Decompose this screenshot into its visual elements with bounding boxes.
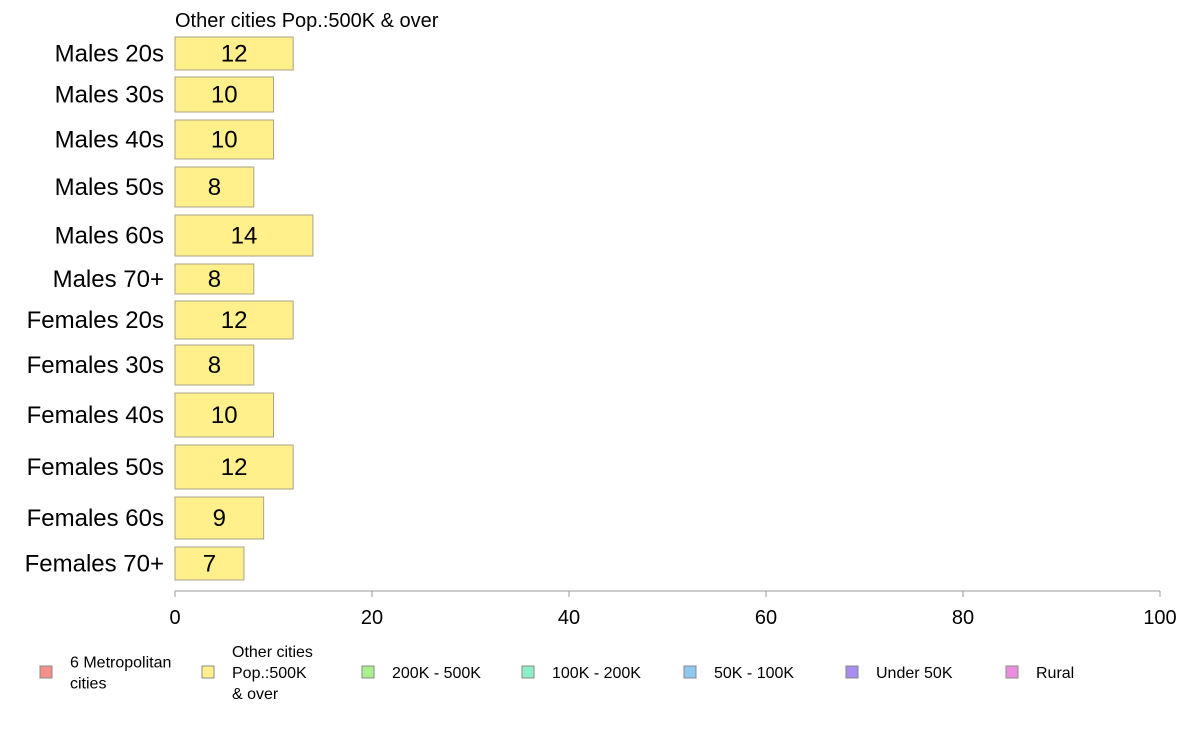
value-label: 12 (221, 454, 248, 481)
legend: 6 Metropolitan cities Other cities Pop.:50… (39, 644, 1074, 703)
category-label: Females 70+ (25, 551, 164, 578)
legend-label: 50K - 100K (714, 665, 794, 682)
x-tick-label: 60 (755, 607, 777, 629)
legend-label: Pop.:500K (232, 665, 307, 682)
bar-10 (174, 496, 265, 540)
value-label: 8 (208, 266, 221, 293)
bar-11 (174, 546, 245, 581)
value-label: 8 (208, 352, 221, 379)
category-label: Females 40s (27, 402, 164, 429)
category-label: Males 70+ (53, 266, 164, 293)
value-label: 9 (213, 505, 226, 532)
value-label: 10 (211, 127, 238, 154)
legend-label: & over (232, 686, 279, 703)
bar-5 (174, 263, 255, 295)
x-tick-label: 100 (1143, 607, 1176, 629)
legend-swatch (845, 665, 859, 679)
legend-swatch (683, 665, 697, 679)
bar-3 (174, 166, 255, 208)
value-label: 12 (221, 307, 248, 334)
legend-label: Other cities (232, 644, 313, 661)
value-label: 12 (221, 41, 248, 68)
legend-label: 200K - 500K (392, 665, 481, 682)
value-label: 7 (203, 551, 216, 578)
x-tick-label: 40 (558, 607, 580, 629)
bars-group: Males 20s 12 Males 30s 10 Males 40s 10 Males 5… (25, 36, 314, 581)
legend-label: cities (70, 676, 106, 693)
legend-swatch (39, 665, 53, 679)
bar-7 (174, 344, 255, 386)
category-label: Males 40s (55, 127, 164, 154)
bar-9 (174, 444, 294, 490)
category-label: Males 30s (55, 82, 164, 109)
x-tick-label: 20 (361, 607, 383, 629)
legend-label: 100K - 200K (552, 665, 641, 682)
value-label: 14 (231, 223, 258, 250)
legend-label: Under 50K (876, 665, 953, 682)
legend-swatch (1005, 665, 1019, 679)
legend-swatch (201, 665, 215, 679)
category-label: Females 60s (27, 505, 164, 532)
category-label: Females 20s (27, 307, 164, 334)
category-label: Females 50s (27, 454, 164, 481)
value-label: 10 (211, 402, 238, 429)
bar-6 (174, 300, 294, 340)
x-tick-label: 80 (952, 607, 974, 629)
bar-4 (174, 214, 314, 257)
legend-swatch (361, 665, 375, 679)
legend-label: Rural (1036, 665, 1074, 682)
x-axis: 0 20 40 60 80 100 (169, 590, 1177, 629)
chart-title: Other cities Pop.:500K & over (175, 10, 439, 32)
bar-2 (174, 119, 274, 160)
legend-label: 6 Metropolitan (70, 655, 171, 672)
x-tick-label: 0 (169, 607, 180, 629)
bar-0 (174, 36, 294, 71)
value-label: 8 (208, 174, 221, 201)
category-label: Males 20s (55, 41, 164, 68)
category-label: Males 60s (55, 223, 164, 250)
value-label: 10 (211, 82, 238, 109)
legend-swatch (521, 665, 535, 679)
category-label: Females 30s (27, 352, 164, 379)
category-label: Males 50s (55, 174, 164, 201)
bar-1 (174, 76, 274, 113)
bar-8 (174, 392, 274, 438)
